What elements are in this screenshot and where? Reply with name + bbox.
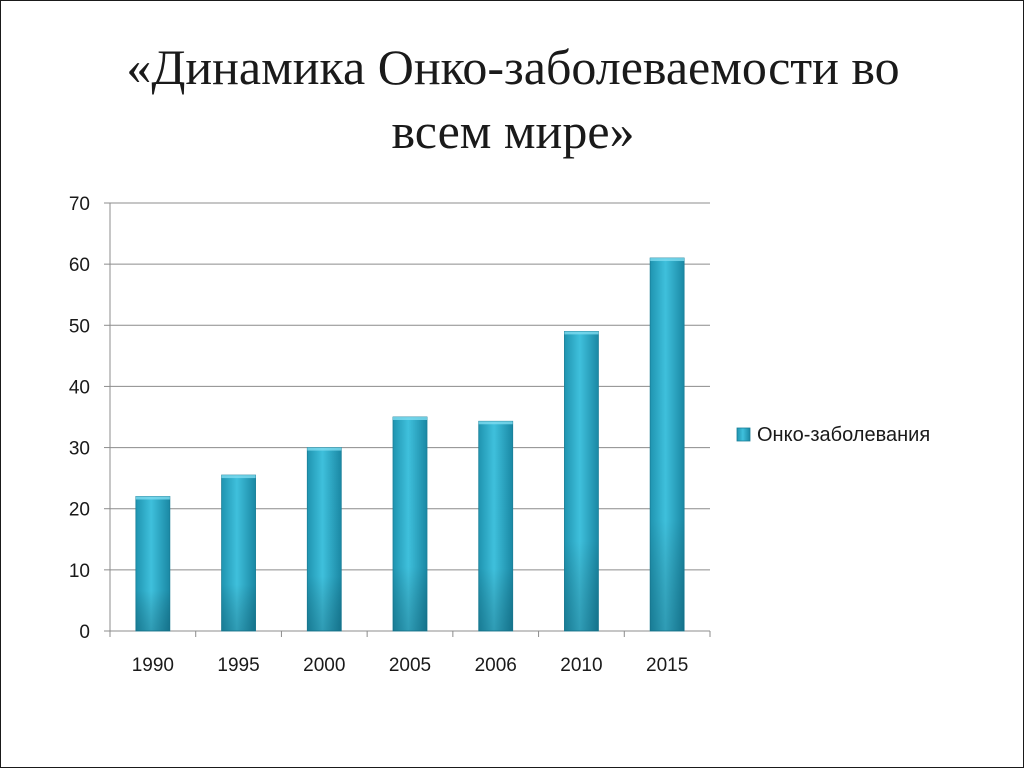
bar-shade [135, 496, 170, 631]
bar-shade [307, 447, 342, 631]
bar-highlight [135, 496, 170, 500]
y-tick-label: 20 [69, 500, 90, 521]
bar-highlight [478, 421, 513, 425]
x-tick-label: 2006 [475, 655, 517, 676]
bar-shade [650, 258, 685, 631]
x-tick-label: 1995 [217, 655, 259, 676]
y-tick-label: 60 [69, 255, 90, 276]
x-tick-label: 1990 [132, 655, 174, 676]
bar-shade [221, 475, 256, 631]
bar-shade [478, 421, 513, 631]
y-tick-label: 50 [69, 316, 90, 337]
x-tick-label: 2000 [303, 655, 345, 676]
y-tick-label: 10 [69, 561, 90, 582]
y-tick-label: 70 [69, 194, 90, 215]
bar-shade [393, 417, 427, 631]
bar [478, 420, 514, 632]
title-line-1: «Динамика Онко-заболеваемости во [126, 39, 900, 95]
bar-highlight [221, 475, 256, 479]
x-tick-label: 2010 [560, 655, 602, 676]
legend-label: Онко-заболевания [757, 424, 930, 446]
y-tick-label: 30 [69, 439, 90, 460]
x-tick-label: 2005 [389, 655, 431, 676]
bar [564, 330, 599, 632]
bar-shade [564, 331, 599, 631]
x-tick-label: 2015 [646, 655, 688, 676]
bar-highlight [307, 447, 342, 451]
y-tick-label: 40 [69, 377, 90, 398]
bar [221, 474, 256, 632]
legend-swatch [736, 427, 751, 442]
page-title: «Динамика Онко-заболеваемости во всем ми… [21, 35, 1005, 163]
bar [135, 496, 171, 632]
bar [306, 447, 342, 632]
y-tick-label: 0 [79, 622, 90, 643]
bars [135, 257, 685, 632]
tick-labels: 0 10 20 30 40 50 60 70 1990 1995 2000 2005 2006 2010 2… [69, 194, 688, 676]
bar-highlight [564, 331, 599, 335]
bar [392, 416, 428, 632]
title-line-2: всем мире» [391, 103, 635, 159]
bar-highlight [393, 417, 427, 420]
bar-highlight [650, 258, 685, 262]
legend: Онко-заболевания [736, 424, 930, 446]
bar [649, 257, 685, 632]
